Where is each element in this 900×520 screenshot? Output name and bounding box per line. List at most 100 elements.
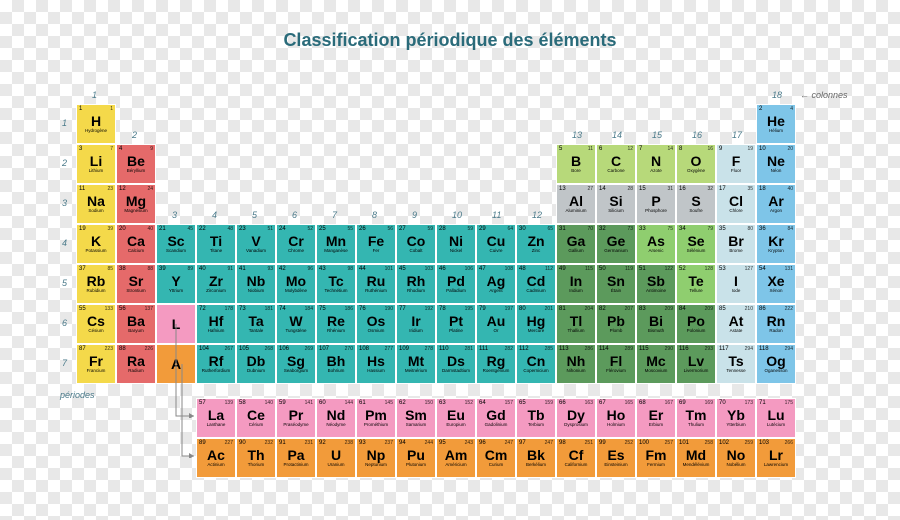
element-symbol: Cl [729, 194, 743, 208]
element-name: Arsenic [648, 249, 663, 254]
element-symbol: Bh [327, 354, 346, 368]
element-symbol: C [611, 154, 621, 168]
element-name: Cuivre [489, 249, 502, 254]
element-symbol: Yb [727, 408, 745, 422]
atomic-mass: 96 [307, 266, 313, 272]
atomic-mass: 73 [627, 226, 633, 232]
atomic-mass: 197 [505, 306, 513, 312]
element-Md: Md101258Mendélévium [676, 438, 716, 478]
atomic-number: 44 [359, 266, 366, 272]
element-name: Soufre [689, 209, 702, 214]
element-symbol: Ac [207, 448, 225, 462]
element-B: B511Bore [556, 144, 596, 184]
element-name: Tennesse [726, 369, 745, 374]
atomic-number: 115 [639, 346, 649, 352]
element-symbol: Hs [367, 354, 385, 368]
element-name: Yttrium [169, 289, 183, 294]
element-name: Néon [771, 169, 782, 174]
element-Yb: Yb70173Ytterbium [716, 398, 756, 438]
element-name: Niobium [248, 289, 265, 294]
atomic-number: 10 [759, 146, 766, 152]
atomic-number: 55 [79, 306, 86, 312]
element-name: Erbium [649, 423, 663, 428]
atomic-number: 63 [439, 400, 446, 406]
element-As: As3375Arsenic [636, 224, 676, 264]
element-symbol: Pr [289, 408, 304, 422]
atomic-mass: 24 [147, 186, 153, 192]
element-symbol: Xe [767, 274, 784, 288]
element-name: Bore [571, 169, 581, 174]
element-name: Darmstadtium [442, 369, 470, 374]
atomic-number: 54 [759, 266, 766, 272]
element-Am: Am95243Américium [436, 438, 476, 478]
element-symbol: Se [687, 234, 704, 248]
element-symbol: Pd [447, 274, 465, 288]
atomic-mass: 88 [147, 266, 153, 272]
element-name: Mercure [528, 329, 545, 334]
atomic-mass: 40 [147, 226, 153, 232]
element-symbol: Cn [527, 354, 546, 368]
element-name: Fermium [647, 463, 665, 468]
atomic-mass: 290 [665, 346, 673, 352]
atomic-mass: 137 [145, 306, 153, 312]
element-name: Mendélévium [683, 463, 710, 468]
atomic-mass: 270 [345, 346, 353, 352]
element-name: Hydrogène [85, 129, 107, 134]
element-name: Bismuth [648, 329, 664, 334]
atomic-mass: 145 [385, 400, 393, 406]
atomic-mass: 207 [625, 306, 633, 312]
atomic-number: 25 [319, 226, 326, 232]
element-name: Copernicium [523, 369, 548, 374]
element-name: Tantale [249, 329, 264, 334]
element-name: Krypton [768, 249, 784, 254]
element-name: Radon [769, 329, 782, 334]
element-symbol: Cm [485, 448, 508, 462]
atomic-number: 6 [599, 146, 602, 152]
element-name: Gallium [568, 249, 583, 254]
atomic-mass: 40 [787, 186, 793, 192]
atomic-number: 75 [319, 306, 326, 312]
atomic-mass: 252 [625, 440, 633, 446]
atomic-number: 20 [119, 226, 126, 232]
element-symbol: Po [687, 314, 705, 328]
atomic-mass: 12 [627, 146, 633, 152]
atomic-number: 109 [399, 346, 409, 352]
atomic-mass: 204 [585, 306, 593, 312]
element-name: Seaborgium [284, 369, 308, 374]
atomic-mass: 144 [345, 400, 353, 406]
atomic-mass: 48 [227, 226, 233, 232]
element-Nb: Nb4193Niobium [236, 264, 276, 304]
atomic-mass: 28 [627, 186, 633, 192]
row-header-1: 1 [62, 118, 67, 128]
row-header-2: 2 [62, 158, 67, 168]
atomic-mass: 103 [425, 266, 433, 272]
element-Sb: Sb51122Antimoine [636, 264, 676, 304]
element-symbol: Eu [447, 408, 465, 422]
atomic-number: 111 [479, 346, 488, 352]
element-name: Uranium [327, 463, 344, 468]
atomic-mass: 91 [227, 266, 233, 272]
element-name: Hélium [769, 129, 783, 134]
element-symbol: Ds [447, 354, 465, 368]
element-name: Thorium [248, 463, 265, 468]
element-Eu: Eu63152Europium [436, 398, 476, 438]
atomic-number: 67 [599, 400, 606, 406]
atomic-number: 95 [439, 440, 446, 446]
element-U: U92238Uranium [316, 438, 356, 478]
atomic-number: 45 [399, 266, 406, 272]
element-symbol: Gd [486, 408, 505, 422]
element-Rh: Rh45103Rhodium [396, 264, 436, 304]
atomic-mass: 251 [585, 440, 593, 446]
atomic-mass: 178 [225, 306, 233, 312]
element-name: Technétium [324, 289, 347, 294]
element-Br: Br3580Brome [716, 224, 756, 264]
element-Bi: Bi83209Bismuth [636, 304, 676, 344]
element-symbol: Li [90, 154, 102, 168]
element-symbol: Sn [607, 274, 625, 288]
element-name: Einsteinium [604, 463, 627, 468]
atomic-number: 43 [319, 266, 326, 272]
atomic-number: 4 [119, 146, 122, 152]
element-name: Osmium [368, 329, 385, 334]
element-symbol: Tb [527, 408, 544, 422]
atomic-mass: 238 [345, 440, 353, 446]
